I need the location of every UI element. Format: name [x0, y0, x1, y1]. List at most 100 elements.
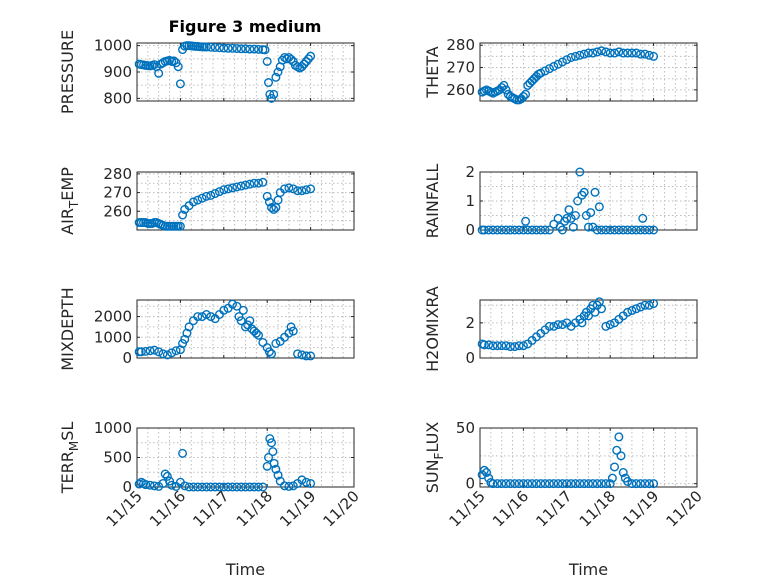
- data-point: [297, 186, 307, 196]
- data-point: [175, 221, 185, 231]
- data-point: [527, 225, 537, 235]
- data-point: [492, 341, 502, 351]
- data-point: [210, 42, 220, 52]
- data-point: [575, 479, 585, 489]
- data-point: [618, 48, 628, 58]
- data-point: [273, 470, 283, 480]
- data-point: [605, 320, 615, 330]
- data-point: [601, 47, 611, 57]
- data-point: [254, 330, 264, 340]
- data-point: [188, 482, 198, 492]
- data-point: [553, 320, 563, 330]
- data-point: [584, 48, 594, 58]
- data-point: [301, 185, 311, 195]
- data-point: [544, 479, 554, 489]
- subplot-1: 800 900 1000 PRESSURE: [58, 30, 355, 114]
- data-point: [293, 349, 303, 359]
- data-point: [573, 196, 583, 206]
- y-axis-label-subscript: M: [67, 441, 81, 451]
- data-point: [178, 448, 188, 458]
- data-point: [570, 51, 580, 61]
- data-point: [601, 479, 611, 489]
- data-point: [245, 44, 255, 54]
- data-point: [240, 180, 250, 190]
- data-point: [540, 479, 550, 489]
- y-tick-label: 280: [103, 165, 132, 183]
- x-tick-label: 11/15: [446, 487, 489, 530]
- data-point: [597, 225, 607, 235]
- data-point: [265, 434, 275, 444]
- data-point: [518, 479, 528, 489]
- data-point: [284, 183, 294, 193]
- data-point: [531, 479, 541, 489]
- data-point: [236, 482, 246, 492]
- data-point: [288, 481, 298, 491]
- data-point: [627, 225, 637, 235]
- data-point: [260, 45, 270, 55]
- data-point: [614, 47, 624, 57]
- data-point: [610, 462, 620, 472]
- data-point: [482, 468, 492, 478]
- data-point: [575, 50, 585, 60]
- y-tick-label: 0: [465, 349, 475, 367]
- data-point: [180, 481, 190, 491]
- data-point: [562, 55, 572, 65]
- x-tick-label: 11/16: [489, 487, 532, 530]
- data-point: [184, 322, 194, 332]
- y-axis-label: PRESSURE: [58, 30, 77, 114]
- data-point: [479, 225, 489, 235]
- x-tick-label: 11/19: [619, 487, 662, 530]
- data-point: [501, 85, 511, 95]
- data-point: [640, 49, 650, 59]
- x-axis-label: Time: [568, 560, 608, 579]
- y-tick-label: 0: [465, 221, 475, 239]
- y-axis-label: AIRTEMP: [58, 167, 81, 235]
- data-point: [306, 351, 316, 361]
- data-point: [521, 89, 531, 99]
- data-point: [588, 48, 598, 58]
- data-point: [557, 320, 567, 330]
- data-point: [623, 476, 633, 486]
- data-point: [638, 213, 648, 223]
- data-point: [536, 225, 546, 235]
- data-point: [232, 482, 242, 492]
- data-point: [579, 479, 589, 489]
- x-tick-label: 11/18: [233, 487, 276, 530]
- data-point: [210, 189, 220, 199]
- y-tick-label: 1000: [94, 328, 132, 346]
- data-point: [497, 225, 507, 235]
- data-point: [601, 225, 611, 235]
- data-point: [575, 167, 585, 177]
- data-point: [297, 350, 307, 360]
- data-point: [521, 216, 531, 226]
- axes-frame: [136, 171, 355, 231]
- data-point: [627, 479, 637, 489]
- data-point: [160, 469, 170, 479]
- y-tick-label: 0: [465, 475, 475, 493]
- y-axis-label-subscript: F: [432, 452, 446, 459]
- y-tick-label: 280: [446, 36, 475, 54]
- x-tick-label: 11/17: [189, 487, 232, 530]
- data-point: [254, 482, 264, 492]
- data-point: [273, 67, 283, 77]
- data-point: [134, 479, 144, 489]
- data-point: [223, 43, 233, 53]
- data-point: [605, 48, 615, 58]
- data-point: [227, 183, 237, 193]
- data-point: [492, 225, 502, 235]
- data-point: [588, 479, 598, 489]
- data-point: [553, 59, 563, 69]
- data-point: [267, 438, 277, 448]
- data-point: [636, 302, 646, 312]
- data-point: [188, 197, 198, 207]
- data-point: [592, 47, 602, 57]
- data-point: [488, 225, 498, 235]
- y-tick-label: 0: [122, 478, 132, 496]
- data-point: [145, 480, 155, 490]
- data-point: [227, 482, 237, 492]
- y-tick-label: 900: [103, 63, 132, 81]
- data-point: [136, 347, 146, 357]
- y-tick-label: 1: [465, 192, 475, 210]
